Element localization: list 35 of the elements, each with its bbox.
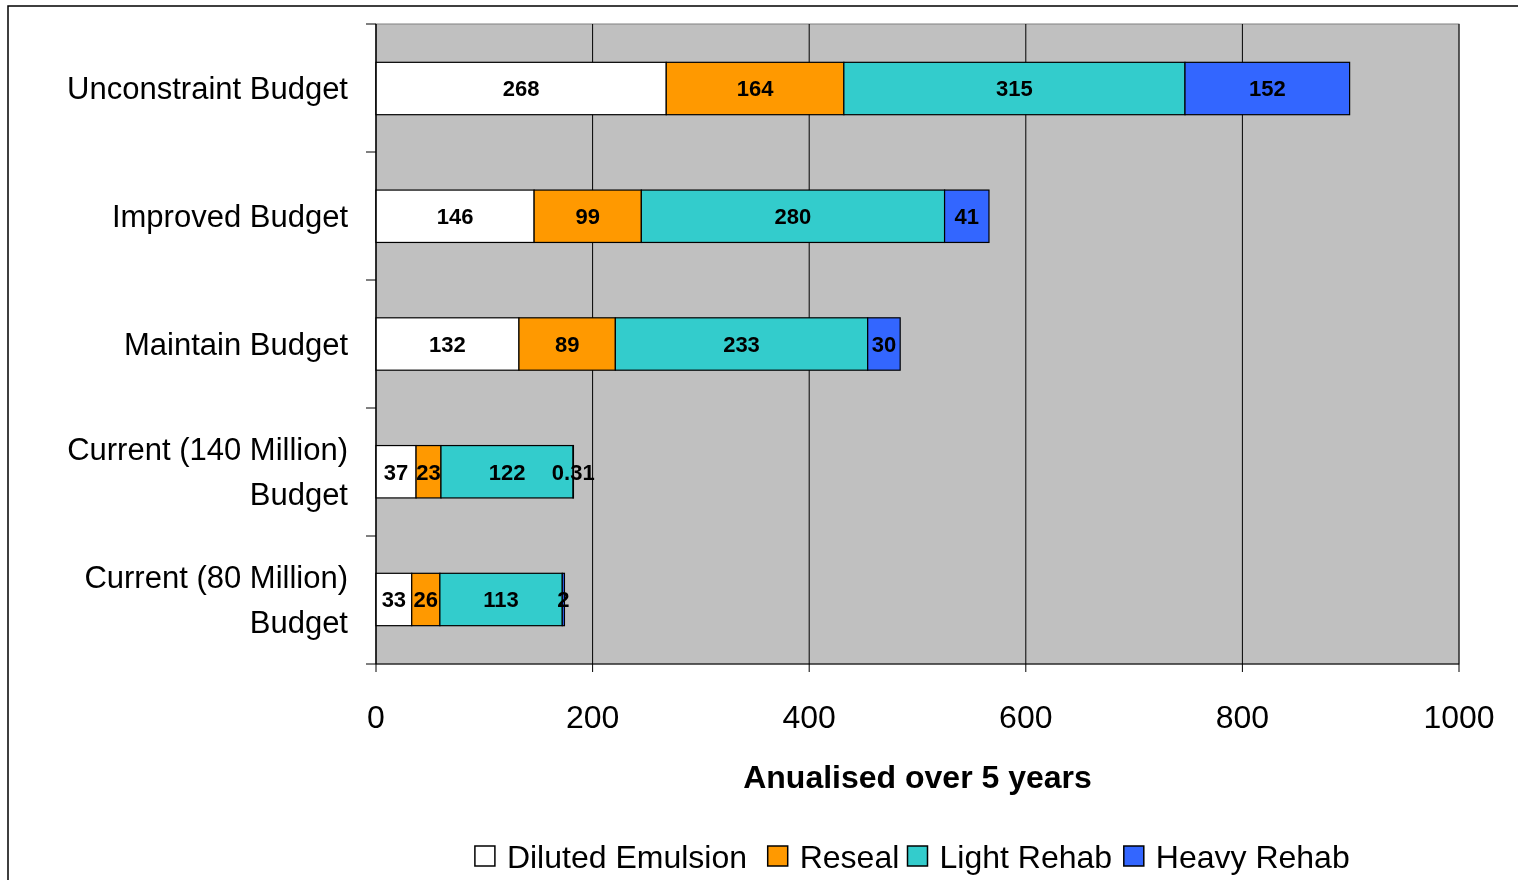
x-tick-label: 400 [782,699,836,735]
x-tick-label: 1000 [1423,699,1495,735]
data-label: 23 [416,459,441,485]
x-tick-label: 200 [565,699,620,735]
data-label: 89 [554,331,580,357]
data-label: 41 [954,204,980,230]
y-tick-label: Current (140 Million) Budget [67,432,349,513]
data-label: 152 [1248,76,1286,102]
legend-label: Light Rehab [939,839,1113,876]
x-axis-title: Anualised over 5 years [743,759,1092,795]
data-label: 268 [502,76,540,102]
data-label: 164 [736,76,775,102]
data-label: 0.31 [551,459,595,485]
legend-label: Reseal [799,839,900,876]
y-tick-label: Unconstraint Budget [67,71,349,107]
y-tick-label: Maintain Budget [123,326,349,362]
data-label: 33 [381,587,407,613]
data-label: 280 [774,204,812,230]
x-tick-label: 0 [367,699,385,735]
data-label: 37 [383,459,409,485]
data-label: 113 [483,587,519,613]
data-label: 99 [575,204,600,230]
data-label: 233 [723,331,760,357]
data-label: 146 [436,204,474,230]
y-tick-label: Improved Budget [111,199,349,235]
data-label: 315 [996,76,1033,102]
x-tick-label: 600 [999,699,1053,735]
y-tick-label: Current (80 Million) Budget [84,559,349,640]
legend-label: Diluted Emulsion [506,839,748,876]
data-label: 30 [871,331,897,357]
data-label: 26 [413,587,439,613]
x-tick-label: 800 [1215,699,1270,735]
data-label: 132 [429,331,466,357]
data-label: 122 [488,459,526,485]
legend-label: Heavy Rehab [1155,839,1350,876]
